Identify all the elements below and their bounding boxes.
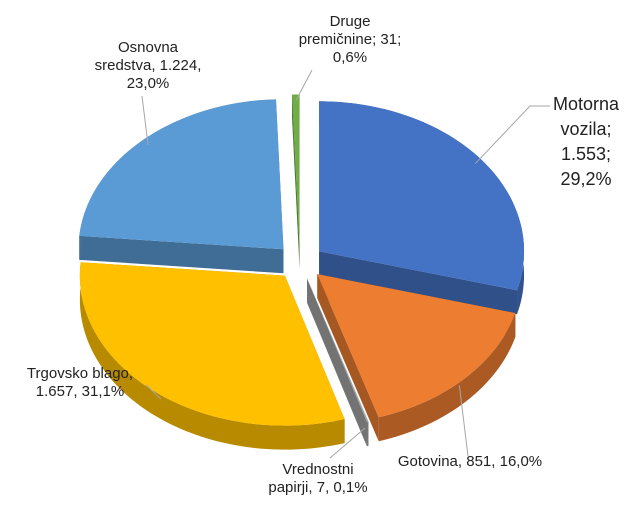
leader-line [458,385,469,457]
percentage-label: 31,1% [81,383,125,400]
data-label: Osnovna sredstva, 1.224, 23,0% [92,39,204,93]
category-name: Motorna vozila [552,94,620,139]
category-name: Osnovna sredstva [94,39,179,74]
separator: ; [606,144,612,164]
slice [79,262,345,426]
leader-line [329,427,366,459]
data-label: Motorna vozila; 1.553; 29,2% [548,92,624,192]
percentage-label: 0,6% [332,49,368,66]
leader-line [295,69,313,101]
data-label: Trgovsko blago, 1.657, 31,1% [14,365,146,401]
separator: , [308,479,313,496]
separator: , [73,383,78,400]
slice-cut-face [79,235,284,274]
percentage-label: 23,0% [126,75,170,92]
slice-side [79,262,345,450]
value-label: 1.224 [159,57,198,74]
separator: ; [372,31,377,48]
slice [307,278,369,423]
leader-line [474,105,550,165]
leader-line [145,384,162,400]
value-label: 1.657 [35,383,74,400]
separator: , [128,365,134,382]
data-label: Druge premičnine; 31; 0,6% [298,13,402,67]
slice-cut-face [319,251,518,315]
separator: ; [397,31,402,48]
data-label: Gotovina, 851, 16,0% [395,453,545,471]
category-name: Trgovsko blago [26,365,129,382]
value-label: 851 [466,453,492,470]
slice-cut-face [292,94,300,269]
value-label: 7 [316,479,326,496]
percentage-label: 29,2% [560,169,612,189]
slice [79,99,284,250]
slice [319,101,525,291]
slice [292,94,300,245]
slice-side [366,421,369,447]
slice-side [378,313,516,442]
value-label: 1.553 [560,144,607,164]
separator: , [491,453,496,470]
category-name: Gotovina [397,453,458,470]
separator: ; [606,119,612,139]
percentage-label: 0,1% [333,479,368,496]
separator: , [325,479,330,496]
leader-line [141,95,149,145]
separator: , [197,57,202,74]
data-label: Vrednostni papirji, 7, 0,1% [262,461,374,497]
slice-cut-face [307,278,367,447]
separator: , [151,57,156,74]
slice-cut-face [317,274,379,442]
separator: , [457,453,463,470]
slice [317,274,516,418]
category-name: Vrednostni papirji [268,461,354,496]
value-label: 31 [380,31,398,48]
category-name: Druge premičnine [298,13,373,48]
percentage-label: 16,0% [499,453,543,470]
